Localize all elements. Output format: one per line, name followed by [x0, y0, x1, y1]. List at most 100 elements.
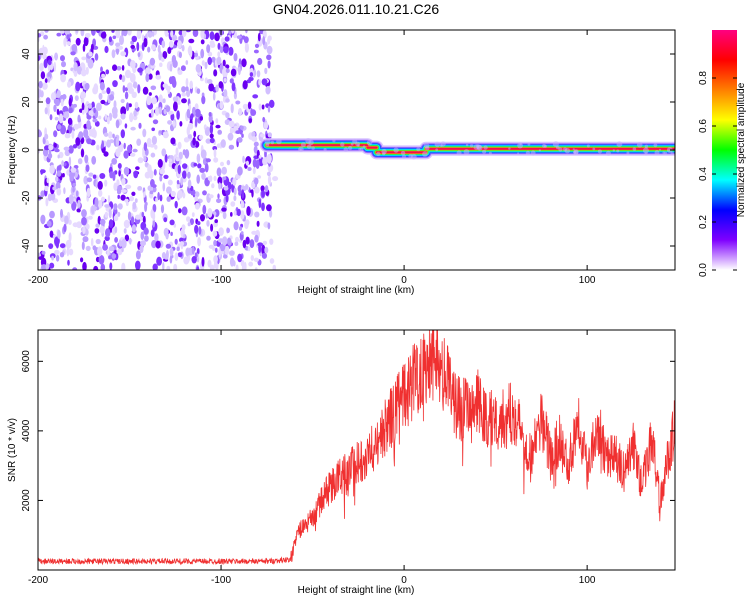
line-halo — [323, 148, 327, 152]
noise-blob — [80, 257, 84, 263]
noise-blob — [121, 247, 124, 253]
x-tick-label: -200 — [28, 275, 48, 286]
noise-blob — [254, 234, 259, 243]
noise-blob — [87, 103, 92, 109]
noise-blob — [47, 152, 53, 159]
noise-blob — [92, 118, 98, 123]
noise-blob — [68, 248, 74, 256]
noise-blob — [199, 116, 203, 121]
noise-blob — [114, 237, 118, 243]
line-halo — [355, 141, 360, 147]
line-halo — [469, 144, 474, 148]
noise-blob — [200, 39, 205, 45]
line-halo — [410, 153, 417, 160]
noise-blob — [151, 135, 157, 145]
noise-blob — [115, 137, 120, 147]
noise-blob — [56, 170, 62, 177]
noise-blob — [229, 78, 234, 84]
noise-blob — [55, 239, 60, 249]
noise-blob — [155, 240, 161, 249]
noise-blob — [266, 54, 272, 61]
noise-blob — [272, 176, 279, 182]
noise-blob — [216, 167, 222, 177]
noise-blob — [222, 59, 226, 67]
noise-blob — [105, 228, 111, 238]
noise-blob — [159, 62, 163, 68]
spectrogram-frequency-line — [259, 138, 675, 160]
noise-blob — [124, 91, 129, 100]
noise-blob — [85, 245, 91, 252]
line-halo — [653, 143, 658, 148]
line-halo — [482, 149, 487, 154]
noise-blob — [75, 30, 79, 34]
x-tick-label: 0 — [401, 275, 407, 286]
noise-blob — [168, 162, 173, 168]
line-halo — [306, 144, 312, 149]
noise-blob — [68, 145, 74, 154]
noise-blob — [100, 99, 106, 105]
noise-blob — [212, 92, 216, 101]
noise-blob — [217, 176, 223, 186]
noise-blob — [208, 244, 215, 249]
noise-blob — [166, 196, 171, 202]
noise-blob — [194, 196, 199, 202]
noise-blob — [223, 186, 229, 191]
noise-blob — [245, 160, 249, 166]
noise-blob — [229, 257, 235, 267]
noise-blob — [211, 183, 215, 189]
colorbar-tick-label: 0.4 — [698, 167, 709, 181]
noise-blob — [211, 56, 216, 63]
noise-blob — [266, 171, 271, 177]
noise-blob — [44, 185, 49, 192]
noise-blob — [232, 177, 237, 186]
noise-blob — [227, 181, 232, 190]
noise-blob — [186, 108, 191, 119]
noise-blob — [213, 260, 218, 269]
noise-blob — [49, 210, 55, 219]
noise-blob — [221, 166, 227, 175]
noise-blob — [38, 55, 41, 62]
noise-blob — [247, 167, 252, 171]
line-halo — [393, 147, 399, 153]
noise-blob — [243, 36, 249, 44]
noise-blob — [240, 200, 245, 209]
line-halo — [654, 150, 660, 156]
noise-blob — [124, 87, 128, 92]
x-tick-label: -100 — [211, 275, 231, 286]
noise-blob — [185, 247, 190, 257]
noise-blob — [111, 49, 116, 59]
noise-blob — [219, 100, 224, 110]
noise-blob — [73, 123, 80, 130]
noise-blob — [164, 30, 169, 37]
colorbar-label: Normalized spectral amplitude — [736, 82, 747, 217]
noise-blob — [54, 52, 58, 61]
noise-blob — [154, 144, 158, 150]
line-halo — [422, 151, 428, 157]
noise-blob — [236, 35, 242, 39]
noise-blob — [127, 30, 132, 36]
noise-blob — [75, 37, 81, 46]
noise-blob — [197, 163, 202, 169]
noise-blob — [72, 187, 75, 193]
line-halo — [542, 144, 546, 148]
noise-blob — [133, 170, 139, 179]
noise-blob — [130, 126, 136, 131]
noise-blob — [246, 108, 251, 113]
noise-blob — [214, 219, 218, 224]
noise-blob — [49, 114, 53, 121]
noise-blob — [186, 89, 191, 98]
noise-blob — [86, 138, 92, 145]
noise-blob — [60, 208, 63, 218]
noise-blob — [68, 156, 72, 167]
noise-blob — [242, 80, 248, 90]
noise-blob — [42, 44, 45, 55]
noise-blob — [129, 237, 132, 245]
noise-blob — [205, 127, 209, 132]
noise-blob — [180, 177, 184, 186]
line-halo — [434, 141, 441, 148]
noise-blob — [159, 168, 166, 175]
noise-blob — [50, 92, 56, 101]
noise-blob — [117, 248, 123, 256]
noise-blob — [113, 203, 118, 211]
noise-blob — [125, 102, 130, 112]
